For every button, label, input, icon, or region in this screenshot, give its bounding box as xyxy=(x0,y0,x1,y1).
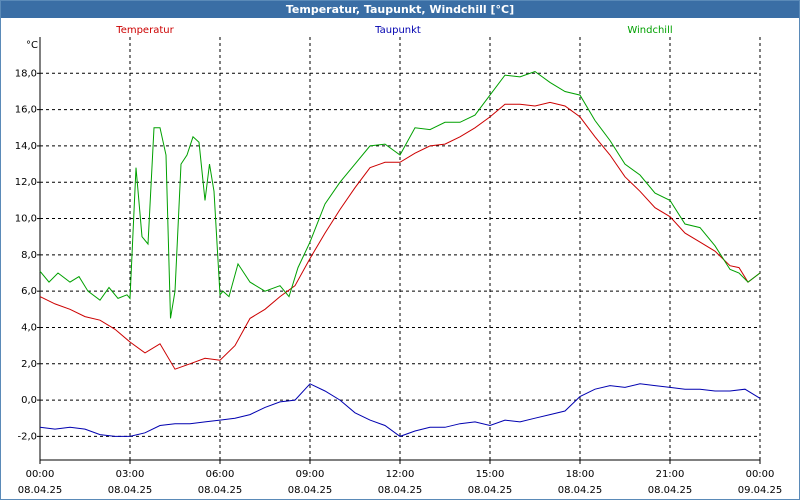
x-tick-date-label: 08.04.25 xyxy=(198,485,243,496)
x-tick-date-label: 08.04.25 xyxy=(558,485,603,496)
y-axis-unit-label: °C xyxy=(26,40,38,51)
legend: Temperatur Taupunkt Windchill xyxy=(115,25,672,36)
y-tick-label: 16,0 xyxy=(15,105,37,116)
window-title: Temperatur, Taupunkt, Windchill [°C] xyxy=(1,1,799,18)
y-tick-label: 8,0 xyxy=(21,250,37,261)
legend-entry-temperatur: Temperatur xyxy=(115,25,174,36)
y-tick-label: 6,0 xyxy=(21,286,37,297)
x-tick-time-label: 09:00 xyxy=(296,469,325,480)
series-line-taupunkt xyxy=(39,383,761,437)
y-tick-label: 0,0 xyxy=(21,395,37,406)
series-lines xyxy=(39,70,761,437)
x-tick-time-label: 03:00 xyxy=(116,469,145,480)
x-tick-date-label: 08.04.25 xyxy=(288,485,333,496)
x-tick-date-label: 08.04.25 xyxy=(18,485,63,496)
series-line-temperatur xyxy=(39,101,761,370)
series-line-windchill xyxy=(39,70,761,319)
x-tick-time-label: 18:00 xyxy=(566,469,595,480)
x-tick-time-label: 00:00 xyxy=(26,469,55,480)
x-tick-date-label: 08.04.25 xyxy=(378,485,423,496)
x-tick-date-label: 08.04.25 xyxy=(648,485,693,496)
y-tick-label: 14,0 xyxy=(15,141,37,152)
legend-entry-windchill: Windchill xyxy=(627,25,672,36)
x-tick-time-label: 12:00 xyxy=(386,469,415,480)
x-tick-time-label: 21:00 xyxy=(656,469,685,480)
x-tick-time-label: 00:00 xyxy=(746,469,775,480)
y-tick-label: 12,0 xyxy=(15,177,37,188)
y-tick-label: 4,0 xyxy=(21,322,37,333)
legend-entry-taupunkt: Taupunkt xyxy=(374,25,421,36)
x-tick-date-label: 08.04.25 xyxy=(108,485,153,496)
y-tick-label: 18,0 xyxy=(15,68,37,79)
y-axis-ticks: -2,0 0,0 2,0 4,0 6,0 8,0 10,0 12,0 14,0 16,0 18,0 xyxy=(15,68,40,442)
x-axis-ticks: 00:00 08.04.25 03:00 08.04.25 06:00 08.04.25 0… xyxy=(18,460,783,496)
x-tick-date-label: 08.04.25 xyxy=(468,485,513,496)
x-tick-date-label: 09.04.25 xyxy=(738,485,783,496)
y-tick-label: 10,0 xyxy=(15,214,37,225)
x-tick-time-label: 15:00 xyxy=(476,469,505,480)
y-tick-label: -2,0 xyxy=(17,431,37,442)
x-tick-time-label: 06:00 xyxy=(206,469,235,480)
y-tick-label: 2,0 xyxy=(21,359,37,370)
